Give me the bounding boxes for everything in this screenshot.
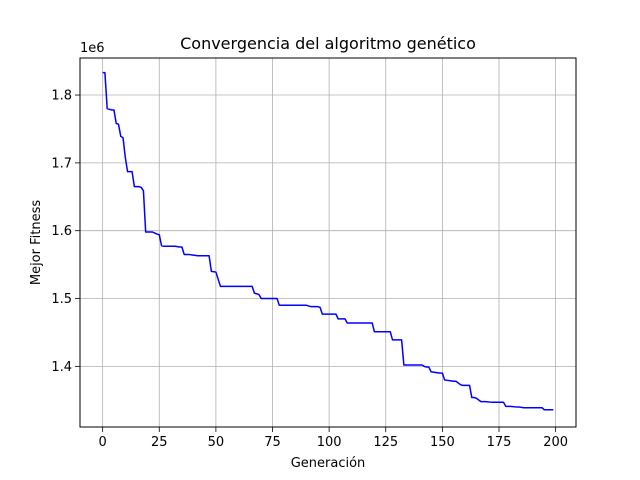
x-tick-label: 75 [264, 435, 281, 450]
x-tick-label: 100 [317, 435, 342, 450]
series-line [102, 71, 554, 411]
x-tick-label: 25 [151, 435, 168, 450]
y-tick-label: 1.8 [51, 89, 72, 104]
y-axis: 1.4 1.5 1.6 1.7 1.8 [51, 89, 80, 375]
x-tick-label: 125 [373, 435, 398, 450]
y-axis-multiplier: 1e6 [80, 41, 105, 56]
grid [80, 58, 576, 427]
x-tick-label: 50 [208, 435, 225, 450]
x-tick-label: 150 [430, 435, 455, 450]
series-layer [102, 71, 554, 411]
x-tick-label: 200 [543, 435, 568, 450]
x-axis-label: Generación [291, 456, 366, 471]
x-tick-label: 175 [487, 435, 512, 450]
x-axis: 0 25 50 75 100 125 150 175 200 [99, 427, 568, 450]
y-tick-label: 1.6 [51, 224, 72, 239]
plot-frame [79, 57, 577, 428]
y-axis-label: Mejor Fitness [29, 200, 44, 286]
chart-title: Convergencia del algoritmo genético [180, 34, 476, 53]
y-tick-label: 1.5 [51, 292, 72, 307]
y-tick-label: 1.7 [51, 156, 72, 171]
y-tick-label: 1.4 [51, 360, 72, 375]
x-tick-label: 0 [99, 435, 107, 450]
